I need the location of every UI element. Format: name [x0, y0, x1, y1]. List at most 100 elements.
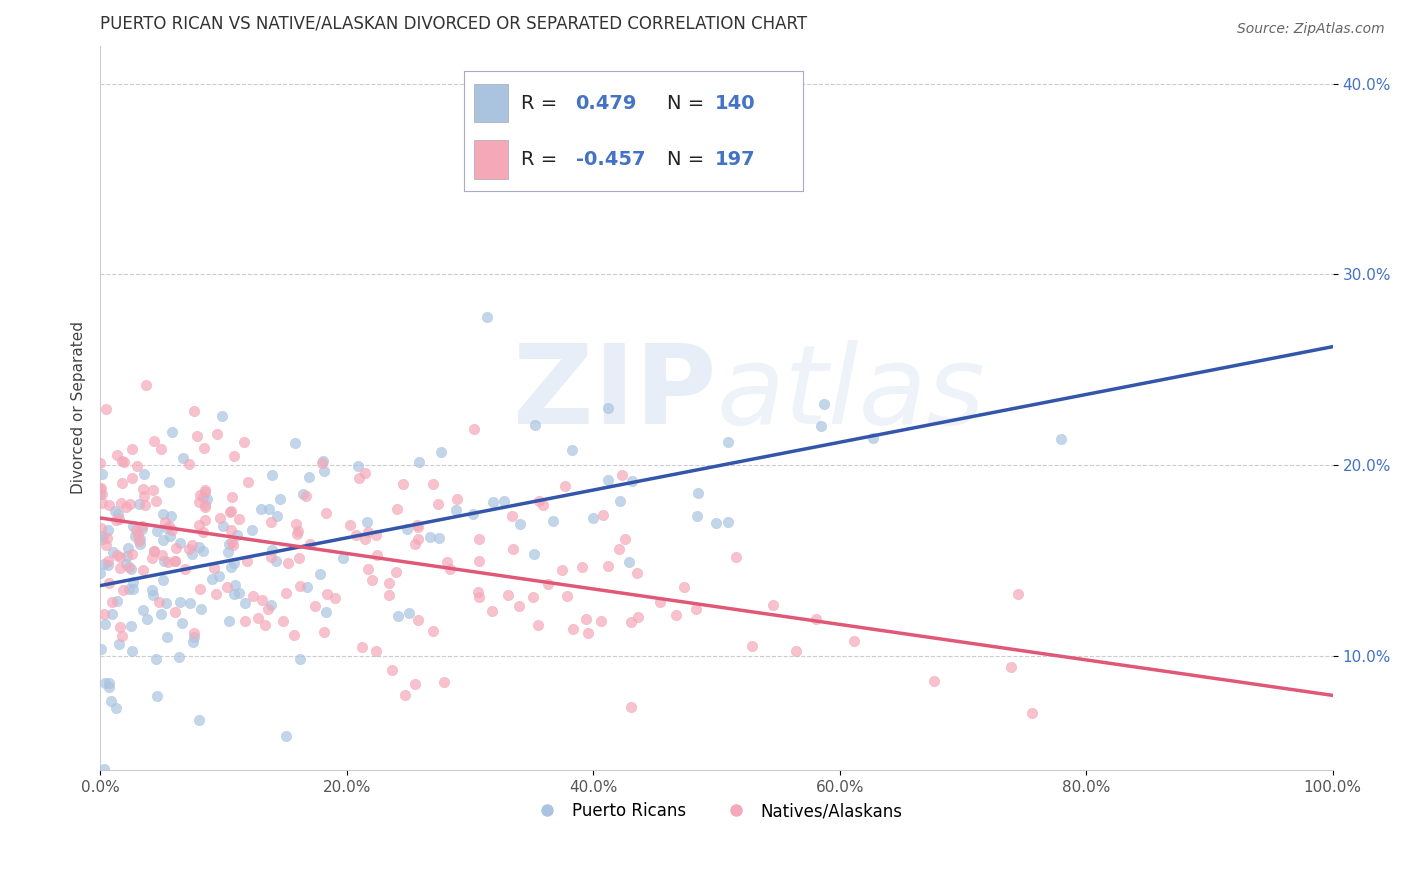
- Point: [181, 547, 204, 561]
- Point: [404, 537, 426, 551]
- Point: [172, 450, 194, 465]
- Point: [193, 544, 215, 558]
- Point: [315, 605, 337, 619]
- Point: [422, 624, 444, 638]
- Point: [215, 580, 238, 594]
- Point: [650, 595, 672, 609]
- Point: [406, 613, 429, 627]
- Point: [236, 554, 259, 568]
- Point: [299, 537, 322, 551]
- Point: [323, 591, 346, 606]
- Text: ZIP: ZIP: [513, 340, 717, 447]
- Point: [165, 554, 187, 568]
- Point: [287, 550, 309, 565]
- Point: [284, 436, 307, 450]
- Point: [236, 475, 259, 489]
- Point: [288, 652, 311, 666]
- Point: [717, 434, 740, 449]
- Point: [105, 700, 128, 714]
- Point: [1021, 706, 1043, 721]
- Point: [97, 554, 120, 568]
- Point: [112, 455, 135, 469]
- Point: [149, 442, 172, 457]
- Point: [224, 578, 246, 592]
- Point: [89, 487, 111, 501]
- Point: [110, 496, 132, 510]
- Point: [260, 549, 283, 564]
- Point: [155, 516, 177, 530]
- Point: [170, 615, 193, 630]
- Point: [179, 541, 201, 556]
- Point: [288, 579, 311, 593]
- Point: [89, 566, 111, 580]
- Point: [810, 418, 832, 433]
- Point: [169, 595, 191, 609]
- Point: [135, 377, 157, 392]
- Point: [212, 518, 235, 533]
- Point: [233, 596, 256, 610]
- Point: [96, 538, 118, 552]
- Point: [218, 614, 240, 628]
- Point: [91, 529, 114, 543]
- Point: [219, 505, 242, 519]
- Point: [131, 518, 153, 533]
- Point: [117, 582, 139, 597]
- Point: [104, 504, 127, 518]
- Point: [468, 532, 491, 546]
- Point: [124, 529, 146, 543]
- Point: [108, 561, 131, 575]
- Point: [398, 606, 420, 620]
- Point: [269, 492, 291, 507]
- Point: [467, 590, 489, 604]
- Point: [131, 483, 153, 497]
- Point: [353, 532, 375, 546]
- Point: [924, 673, 946, 688]
- Point: [180, 538, 202, 552]
- Point: [191, 490, 214, 504]
- Point: [188, 495, 211, 509]
- Point: [129, 537, 152, 551]
- Point: [396, 522, 419, 536]
- Point: [250, 593, 273, 607]
- Point: [482, 494, 505, 508]
- Point: [162, 425, 184, 439]
- Point: [266, 508, 288, 523]
- Point: [120, 497, 142, 511]
- Point: [142, 544, 165, 558]
- Point: [527, 493, 550, 508]
- Point: [111, 475, 134, 490]
- Point: [430, 444, 453, 458]
- Point: [862, 431, 884, 445]
- Point: [150, 548, 173, 562]
- Point: [194, 498, 217, 512]
- Point: [551, 563, 574, 577]
- Point: [105, 513, 128, 527]
- Point: [347, 471, 370, 485]
- Text: PUERTO RICAN VS NATIVE/ALASKAN DIVORCED OR SEPARATED CORRELATION CHART: PUERTO RICAN VS NATIVE/ALASKAN DIVORCED …: [100, 15, 807, 33]
- Point: [686, 509, 709, 524]
- Point: [295, 580, 318, 594]
- Point: [169, 535, 191, 549]
- Point: [221, 534, 243, 549]
- Point: [481, 604, 503, 618]
- Point: [468, 554, 491, 568]
- Point: [148, 595, 170, 609]
- Point: [298, 470, 321, 484]
- Point: [132, 603, 155, 617]
- Point: [120, 562, 142, 576]
- Point: [785, 644, 807, 658]
- Point: [90, 520, 112, 534]
- Point: [153, 554, 176, 568]
- Point: [188, 582, 211, 596]
- Point: [607, 541, 630, 556]
- Point: [194, 500, 217, 515]
- Point: [392, 477, 415, 491]
- Point: [121, 547, 143, 561]
- Point: [157, 475, 180, 489]
- Point: [316, 587, 339, 601]
- Point: [575, 612, 598, 626]
- Point: [537, 577, 560, 591]
- Point: [704, 516, 727, 531]
- Point: [228, 512, 250, 526]
- Point: [531, 498, 554, 512]
